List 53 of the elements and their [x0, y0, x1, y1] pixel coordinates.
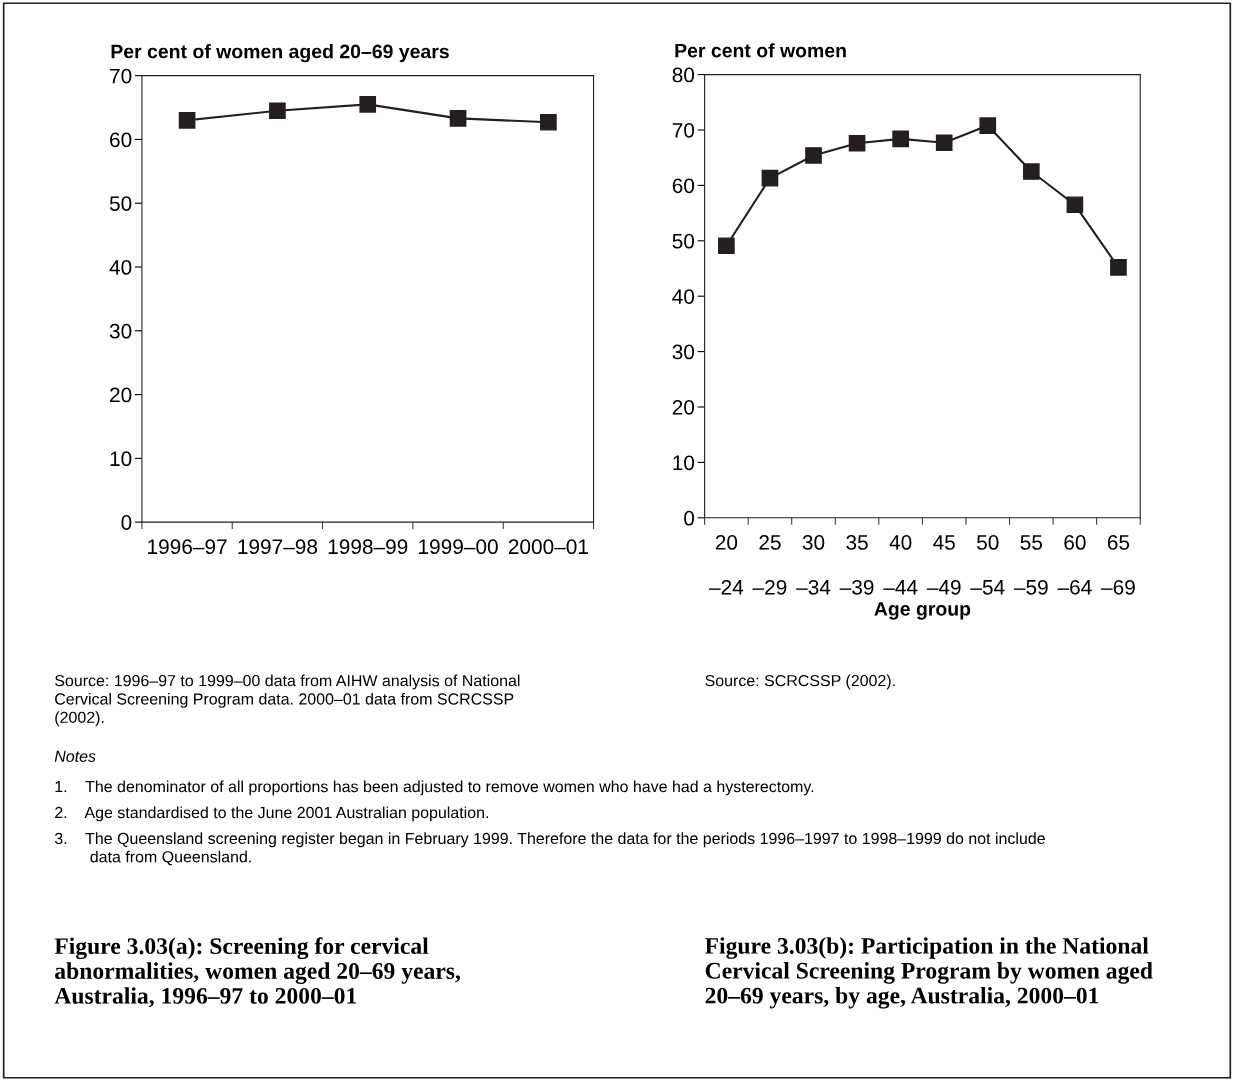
source-note: Source: 1996–97 to 1999–00 data from AIHW analysis of National Cervical Screening Program data. 2000–01 data from SCRCSSP (2002). — [55, 674, 520, 727]
point — [935, 134, 953, 152]
source-note: Source: SCRCSSP (2002). — [705, 674, 895, 690]
category-label: 20 –24 — [709, 535, 744, 595]
y-axis-title: Per cent of women aged 20–69 years — [111, 44, 449, 63]
category-label: 35 –39 — [839, 535, 874, 595]
y-tick-label: 60 — [110, 132, 132, 148]
y-tick-label: 80 — [672, 67, 695, 83]
text: 3. The Queensland screening register began in February 1999. Therefore the data for the periods 1996–1997 to 1998–1999 do not include data from Queensland. — [54, 832, 1045, 866]
y-tick-label: 10 — [110, 451, 132, 467]
category-label: 55 –59 — [1013, 535, 1048, 595]
text: Figure 3.03(a): Screening for cervical abnormalities, women aged 20–69 years, Australia, 1996–97 to 2000–01 — [54, 937, 460, 1008]
y-tick-label: 40 — [672, 289, 695, 304]
point — [1110, 259, 1127, 276]
y-axis-title: Per cent of women — [675, 43, 846, 58]
category-label: 65 –69 — [1101, 535, 1135, 595]
y-tick-label: 60 — [672, 178, 695, 194]
point — [805, 147, 822, 164]
y-tick-label: 70 — [110, 68, 132, 84]
point — [761, 169, 779, 187]
y-tick-label: 30 — [672, 344, 695, 360]
category-label: 30 –34 — [796, 535, 831, 595]
x-tick-label: 1999–00 — [419, 539, 498, 555]
y-tick-label: 50 — [672, 233, 695, 249]
y-tick-label: 50 — [109, 196, 132, 211]
point — [979, 117, 997, 134]
y-tick-label: 0 — [121, 515, 132, 530]
category-label: 60 –64 — [1057, 535, 1092, 595]
text: 2. Age standardised to the June 2001 Australian population. — [55, 806, 488, 822]
y-tick-label: 0 — [684, 510, 695, 526]
category-label: 50 –54 — [970, 535, 1005, 595]
category-label: 45 –49 — [926, 535, 961, 595]
text: 1. The denominator of all proportions has been adjusted to remove women who have had a hysterectomy. — [55, 780, 814, 796]
x-tick-label: 1996–97 — [148, 539, 227, 555]
category-label: 25 –29 — [752, 535, 787, 595]
x-tick-label: 2000–01 — [508, 539, 588, 555]
y-tick-label: 30 — [109, 323, 132, 339]
point — [1066, 196, 1084, 214]
y-tick-label: 70 — [672, 122, 695, 138]
text: Notes — [54, 750, 96, 762]
point — [1022, 163, 1040, 180]
x-axis-title: Age group — [874, 602, 971, 620]
y-tick-label: 20 — [672, 400, 695, 415]
category-label: 40 –44 — [883, 535, 918, 595]
y-tick-label: 40 — [109, 260, 132, 275]
y-tick-label: 20 — [110, 387, 132, 403]
y-tick-label: 10 — [673, 455, 695, 471]
point — [848, 134, 866, 152]
x-tick-label: 1997–98 — [238, 539, 318, 555]
point — [892, 130, 909, 148]
point — [718, 237, 735, 255]
x-tick-label: 1998–99 — [328, 539, 408, 555]
text: Figure 3.03(b): Participation in the National Cervical Screening Program by women aged 20–69 years, by age, Australia, 2000–01 — [705, 937, 1153, 1009]
